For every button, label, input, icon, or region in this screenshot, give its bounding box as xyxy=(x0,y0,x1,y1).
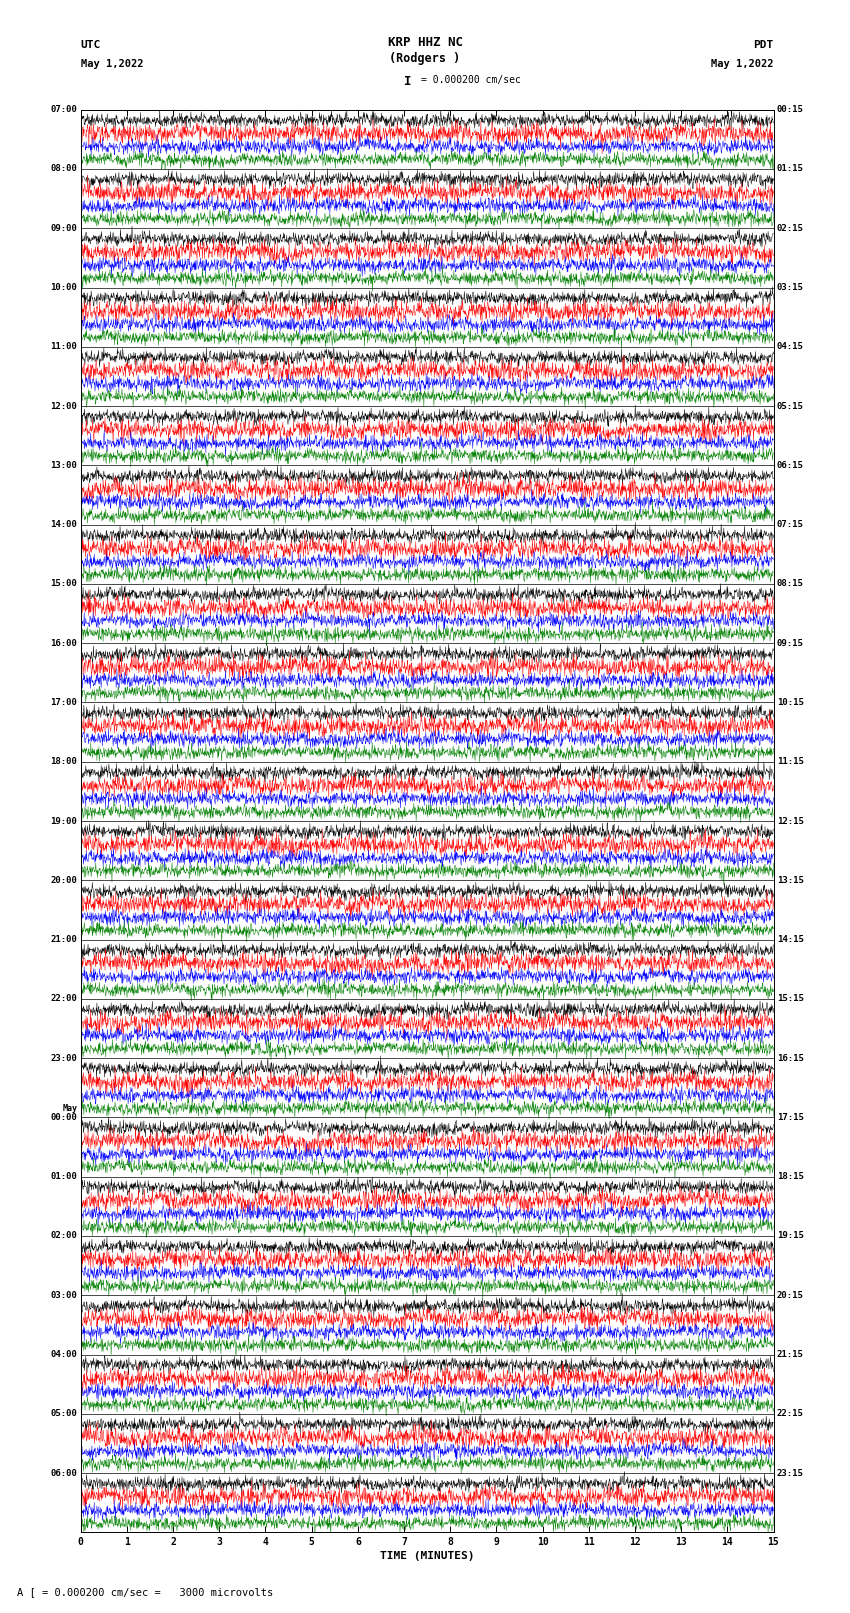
Text: 15:15: 15:15 xyxy=(777,994,804,1003)
Text: 06:15: 06:15 xyxy=(777,461,804,469)
Text: 14:15: 14:15 xyxy=(777,936,804,944)
Text: 13:00: 13:00 xyxy=(50,461,77,469)
Text: PDT: PDT xyxy=(753,40,774,50)
Text: 18:00: 18:00 xyxy=(50,756,77,766)
Text: I: I xyxy=(405,76,411,89)
Text: 00:00: 00:00 xyxy=(50,1113,77,1123)
Text: 16:00: 16:00 xyxy=(50,639,77,648)
Text: 04:00: 04:00 xyxy=(50,1350,77,1360)
Text: May 1,2022: May 1,2022 xyxy=(711,60,774,69)
Text: = 0.000200 cm/sec: = 0.000200 cm/sec xyxy=(421,76,520,85)
Text: 08:00: 08:00 xyxy=(50,165,77,174)
Text: 08:15: 08:15 xyxy=(777,579,804,589)
Text: 00:15: 00:15 xyxy=(777,105,804,115)
Text: 05:00: 05:00 xyxy=(50,1410,77,1418)
Text: 07:00: 07:00 xyxy=(50,105,77,115)
Text: 17:00: 17:00 xyxy=(50,698,77,706)
Text: 19:00: 19:00 xyxy=(50,816,77,826)
Text: 09:00: 09:00 xyxy=(50,224,77,232)
Text: 11:15: 11:15 xyxy=(777,756,804,766)
Text: 16:15: 16:15 xyxy=(777,1053,804,1063)
Text: 22:15: 22:15 xyxy=(777,1410,804,1418)
Text: 21:00: 21:00 xyxy=(50,936,77,944)
Text: 01:00: 01:00 xyxy=(50,1173,77,1181)
Text: 12:15: 12:15 xyxy=(777,816,804,826)
Text: 15:00: 15:00 xyxy=(50,579,77,589)
Text: 03:15: 03:15 xyxy=(777,282,804,292)
X-axis label: TIME (MINUTES): TIME (MINUTES) xyxy=(380,1552,474,1561)
Text: 02:15: 02:15 xyxy=(777,224,804,232)
Text: 04:15: 04:15 xyxy=(777,342,804,352)
Text: 14:00: 14:00 xyxy=(50,519,77,529)
Text: A [ = 0.000200 cm/sec =   3000 microvolts: A [ = 0.000200 cm/sec = 3000 microvolts xyxy=(17,1587,273,1597)
Text: 06:00: 06:00 xyxy=(50,1468,77,1478)
Text: 03:00: 03:00 xyxy=(50,1290,77,1300)
Text: 22:00: 22:00 xyxy=(50,994,77,1003)
Text: 01:15: 01:15 xyxy=(777,165,804,174)
Text: 10:00: 10:00 xyxy=(50,282,77,292)
Text: 21:15: 21:15 xyxy=(777,1350,804,1360)
Text: 10:15: 10:15 xyxy=(777,698,804,706)
Text: May 1,2022: May 1,2022 xyxy=(81,60,144,69)
Text: 09:15: 09:15 xyxy=(777,639,804,648)
Text: 18:15: 18:15 xyxy=(777,1173,804,1181)
Text: 07:15: 07:15 xyxy=(777,519,804,529)
Text: 12:00: 12:00 xyxy=(50,402,77,411)
Text: May: May xyxy=(62,1103,77,1113)
Text: 13:15: 13:15 xyxy=(777,876,804,886)
Text: 17:15: 17:15 xyxy=(777,1113,804,1123)
Text: 23:15: 23:15 xyxy=(777,1468,804,1478)
Text: 11:00: 11:00 xyxy=(50,342,77,352)
Text: 05:15: 05:15 xyxy=(777,402,804,411)
Text: 02:00: 02:00 xyxy=(50,1231,77,1240)
Text: 23:00: 23:00 xyxy=(50,1053,77,1063)
Text: 20:00: 20:00 xyxy=(50,876,77,886)
Text: (Rodgers ): (Rodgers ) xyxy=(389,52,461,66)
Text: UTC: UTC xyxy=(81,40,101,50)
Text: 20:15: 20:15 xyxy=(777,1290,804,1300)
Text: KRP HHZ NC: KRP HHZ NC xyxy=(388,35,462,50)
Text: 19:15: 19:15 xyxy=(777,1231,804,1240)
